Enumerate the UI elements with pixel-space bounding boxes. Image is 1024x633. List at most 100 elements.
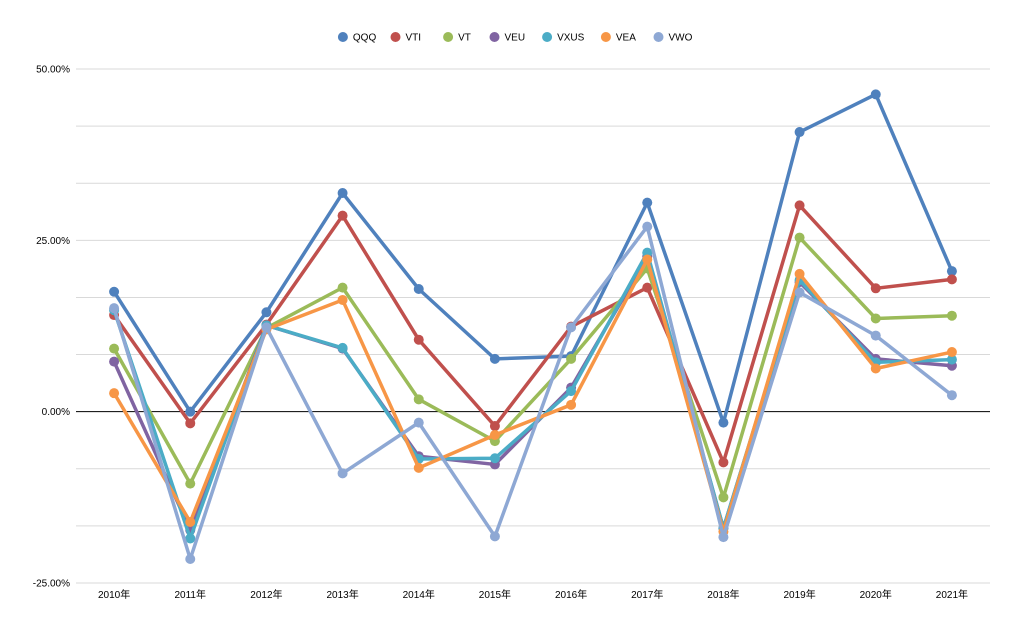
legend-marker xyxy=(542,32,553,42)
data-point xyxy=(489,421,500,432)
legend-item-vxus: VXUS xyxy=(542,32,585,44)
legend-label: VT xyxy=(458,33,471,44)
data-point xyxy=(337,342,348,353)
legend-label: VXUS xyxy=(557,33,585,44)
x-tick-label: 2012年 xyxy=(250,588,282,601)
data-point xyxy=(794,268,805,279)
x-tick-label: 2017年 xyxy=(631,588,663,601)
data-point xyxy=(413,417,424,428)
legend-item-veu: VEU xyxy=(489,32,526,44)
series-line-vt xyxy=(112,235,954,500)
data-point xyxy=(642,247,653,258)
data-point xyxy=(566,353,577,364)
data-point xyxy=(946,310,957,321)
data-point xyxy=(946,390,957,401)
data-point xyxy=(413,334,424,345)
series-qqq xyxy=(109,89,957,428)
data-point xyxy=(794,232,805,243)
data-point xyxy=(337,210,348,221)
data-point xyxy=(185,533,196,544)
data-point xyxy=(185,517,196,528)
legend-marker xyxy=(443,32,454,42)
data-point xyxy=(642,254,653,265)
data-point xyxy=(794,200,805,211)
legend-label: VTI xyxy=(406,33,422,44)
series-vea xyxy=(109,254,957,537)
series-vt xyxy=(109,232,957,503)
data-point xyxy=(109,356,120,367)
data-point xyxy=(185,554,196,565)
data-point xyxy=(337,294,348,305)
legend-item-vt: VT xyxy=(443,32,471,44)
data-point xyxy=(946,347,957,358)
data-point xyxy=(109,343,120,354)
data-point xyxy=(337,188,348,199)
y-tick-label: 0.00% xyxy=(42,407,70,418)
x-tick-label: 2015年 xyxy=(479,588,511,601)
legend-item-qqq: QQQ xyxy=(337,32,377,44)
x-tick-label: 2019年 xyxy=(783,588,815,601)
legend-item-vti: VTI xyxy=(390,32,422,44)
data-point xyxy=(718,492,729,503)
legend-marker xyxy=(600,32,611,42)
legend-label: QQQ xyxy=(353,33,377,44)
data-point xyxy=(870,330,881,341)
x-axis-ticks: 2010年 2011年 2012年 2013年 2014年 2015年 2016年 2017年… xyxy=(98,588,968,601)
x-tick-label: 2013年 xyxy=(326,588,358,601)
legend-item-vea: VEA xyxy=(600,32,636,44)
series-vti xyxy=(109,200,957,468)
data-point xyxy=(261,307,272,318)
data-point xyxy=(566,399,577,410)
data-point xyxy=(489,531,500,542)
data-point xyxy=(109,303,120,314)
data-point xyxy=(413,462,424,473)
data-point xyxy=(718,532,729,543)
data-point xyxy=(109,286,120,297)
data-point xyxy=(870,363,881,374)
legend-label: VEA xyxy=(616,33,636,44)
y-axis-ticks: -25.00% 0.00% 25.00% 50.00% xyxy=(33,65,70,590)
legend-item-vwo: VWO xyxy=(653,32,693,44)
legend-label: VWO xyxy=(669,33,693,44)
x-tick-label: 2021年 xyxy=(936,588,968,601)
data-point xyxy=(642,282,653,293)
data-point xyxy=(566,386,577,397)
legend: QQQ VTI VT VEU VXUS VEA VWO xyxy=(337,32,693,44)
data-point xyxy=(413,283,424,294)
legend-marker xyxy=(489,32,500,42)
series-line-vti xyxy=(112,203,954,465)
data-point xyxy=(946,266,957,277)
data-point xyxy=(185,406,196,417)
data-point xyxy=(185,418,196,429)
data-point xyxy=(337,282,348,293)
data-point xyxy=(489,453,500,464)
data-point xyxy=(109,388,120,399)
y-tick-label: 50.00% xyxy=(36,65,70,76)
legend-marker xyxy=(390,32,401,42)
data-point xyxy=(718,417,729,428)
series-vwo xyxy=(109,221,957,565)
data-point xyxy=(566,322,577,333)
series-line-vea xyxy=(112,257,954,534)
x-tick-label: 2014年 xyxy=(403,588,435,601)
legend-label: VEU xyxy=(505,33,526,44)
x-tick-label: 2018年 xyxy=(707,588,739,601)
series-line-qqq xyxy=(112,92,954,425)
data-point xyxy=(642,197,653,208)
x-tick-label: 2010年 xyxy=(98,588,130,601)
data-point xyxy=(261,322,272,333)
data-point xyxy=(185,478,196,489)
data-point xyxy=(794,127,805,138)
data-point xyxy=(870,313,881,324)
gridlines xyxy=(76,68,990,584)
data-point xyxy=(870,89,881,100)
data-point xyxy=(642,221,653,232)
series-vxus xyxy=(109,247,957,544)
legend-marker xyxy=(653,32,664,42)
x-tick-label: 2020年 xyxy=(860,588,892,601)
x-tick-label: 2016年 xyxy=(555,588,587,601)
data-point xyxy=(489,353,500,364)
data-point xyxy=(489,429,500,440)
data-point xyxy=(413,394,424,405)
